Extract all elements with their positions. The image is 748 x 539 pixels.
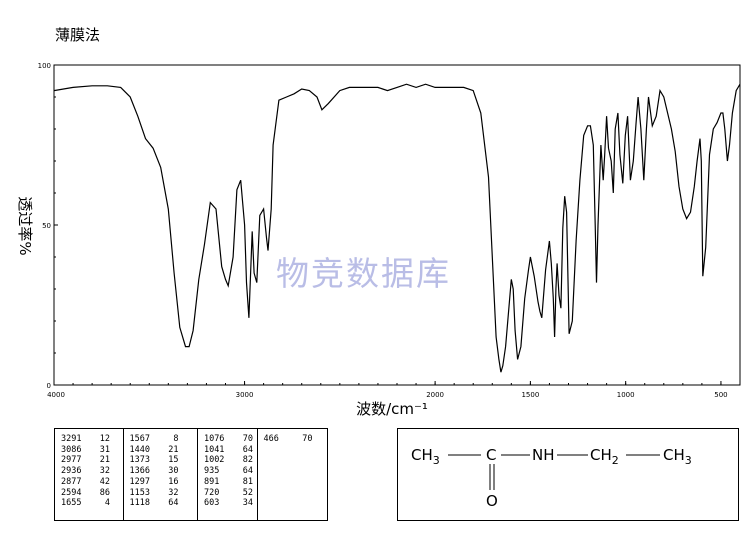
carbonyl-oxygen: O [486, 492, 498, 510]
x-tick-label: 1000 [617, 391, 635, 399]
transmittance: 21 [168, 444, 179, 455]
transmittance: 70 [302, 434, 313, 444]
peak-row: 2877 42 [61, 477, 123, 488]
peak-row: 935 64 [204, 466, 257, 477]
wavenumber: 1567 [129, 434, 150, 444]
wavenumber: 603 [203, 498, 220, 509]
peak-row: 603 34 [204, 498, 257, 509]
spectrum-line [53, 83, 741, 373]
wavenumber: 1366 [129, 466, 150, 477]
peak-row: 1440 21 [130, 445, 197, 456]
wavenumber: 1041 [203, 444, 225, 455]
molecule-structure: CH3 C O NH CH2 CH3 [397, 428, 739, 521]
peak-row: 466 70 [264, 434, 327, 445]
carbonyl-carbon: C [486, 446, 496, 464]
wavenumber: 466 [263, 434, 279, 444]
peak-row: 720 52 [204, 488, 257, 499]
x-axis-label: 波数/cm⁻¹ [356, 400, 428, 418]
peak-table-column: 466 70 [258, 429, 327, 520]
transmittance: 30 [168, 466, 179, 477]
peak-row: 1076 70 [204, 434, 257, 445]
peak-row: 1567 8 [130, 434, 197, 445]
peak-row: 891 81 [204, 477, 257, 488]
peak-row: 1366 30 [130, 466, 197, 477]
peak-table-column: 1567 8 1440 21 1373 15 1366 30 1297 16 1153 32 1118 6… [124, 429, 198, 520]
y-axis: 0 50 100 [38, 62, 58, 390]
methyl-group-right: CH3 [663, 446, 692, 467]
transmittance: 4 [104, 498, 110, 509]
wavenumber: 1440 [129, 444, 150, 455]
wavenumber: 1297 [129, 476, 150, 487]
transmittance: 82 [242, 455, 253, 466]
transmittance: 34 [242, 498, 253, 509]
transmittance: 86 [99, 487, 110, 498]
transmittance: 15 [168, 455, 179, 466]
transmittance: 32 [99, 466, 110, 477]
wavenumber: 720 [203, 487, 220, 498]
transmittance: 21 [99, 455, 110, 466]
x-axis: 4000 3000 2000 1500 1000 500 [47, 381, 728, 399]
y-tick-label: 50 [42, 222, 51, 230]
x-tick-label: 1500 [521, 391, 539, 399]
wavenumber: 2936 [61, 466, 82, 477]
wavenumber: 2594 [61, 487, 82, 498]
peak-row: 1041 64 [204, 445, 257, 456]
transmittance: 32 [168, 487, 179, 498]
transmittance: 42 [99, 476, 110, 487]
wavenumber: 891 [203, 476, 220, 487]
transmittance: 8 [173, 434, 179, 444]
transmittance: 70 [242, 434, 253, 444]
transmittance: 12 [99, 434, 110, 444]
transmittance: 31 [99, 444, 110, 455]
wavenumber: 1655 [61, 498, 82, 509]
wavenumber: 935 [203, 466, 220, 477]
peak-row: 2977 21 [61, 455, 123, 466]
x-tick-label: 2000 [426, 391, 444, 399]
y-tick-label: 0 [47, 382, 51, 390]
methylene-group: CH2 [590, 446, 619, 467]
wavenumber: 3086 [61, 444, 82, 455]
transmittance: 64 [168, 498, 179, 509]
peak-row: 1373 15 [130, 455, 197, 466]
x-tick-label: 3000 [236, 391, 254, 399]
peak-row: 1297 16 [130, 477, 197, 488]
peak-table-column: 1076 70 1041 64 1002 82 935 64 891 81 720 52 603 34 [198, 429, 258, 520]
peak-row: 3086 31 [61, 445, 123, 456]
peak-table-column: 3291 12 3086 31 2977 21 2936 32 2877 42 2594 86 1655… [55, 429, 124, 520]
wavenumber: 1118 [129, 498, 150, 509]
y-tick-label: 100 [38, 62, 51, 70]
method-title: 薄膜法 [55, 26, 101, 44]
wavenumber: 1002 [203, 455, 225, 466]
peak-row: 1655 4 [61, 498, 123, 509]
methyl-group-left: CH3 [411, 446, 440, 467]
transmittance: 64 [242, 444, 253, 455]
wavenumber: 3291 [61, 434, 82, 444]
wavenumber: 1373 [129, 455, 150, 466]
peak-row: 1002 82 [204, 455, 257, 466]
peak-row: 1118 64 [130, 498, 197, 509]
transmittance: 64 [242, 466, 253, 477]
y-axis-label: 透过率% [16, 196, 34, 255]
x-tick-label: 4000 [47, 391, 65, 399]
peak-row: 3291 12 [61, 434, 123, 445]
wavenumber: 2977 [61, 455, 82, 466]
amide-nh: NH [532, 446, 555, 464]
transmittance: 52 [242, 487, 253, 498]
peak-row: 2594 86 [61, 488, 123, 499]
wavenumber: 2877 [61, 476, 82, 487]
transmittance: 16 [168, 476, 179, 487]
peak-row: 1153 32 [130, 488, 197, 499]
peak-row: 2936 32 [61, 466, 123, 477]
wavenumber: 1076 [203, 434, 225, 444]
ir-spectrum-chart: 0 50 100 4000 3000 2000 1500 1000 500 波数/cm⁻¹ 透… [16, 62, 741, 418]
wavenumber: 1153 [129, 487, 150, 498]
transmittance: 81 [242, 476, 253, 487]
peak-table: 3291 12 3086 31 2977 21 2936 32 2877 42 2594 86 1655… [54, 428, 328, 521]
x-tick-label: 500 [714, 391, 727, 399]
watermark: 物竞数据库 [276, 254, 451, 293]
